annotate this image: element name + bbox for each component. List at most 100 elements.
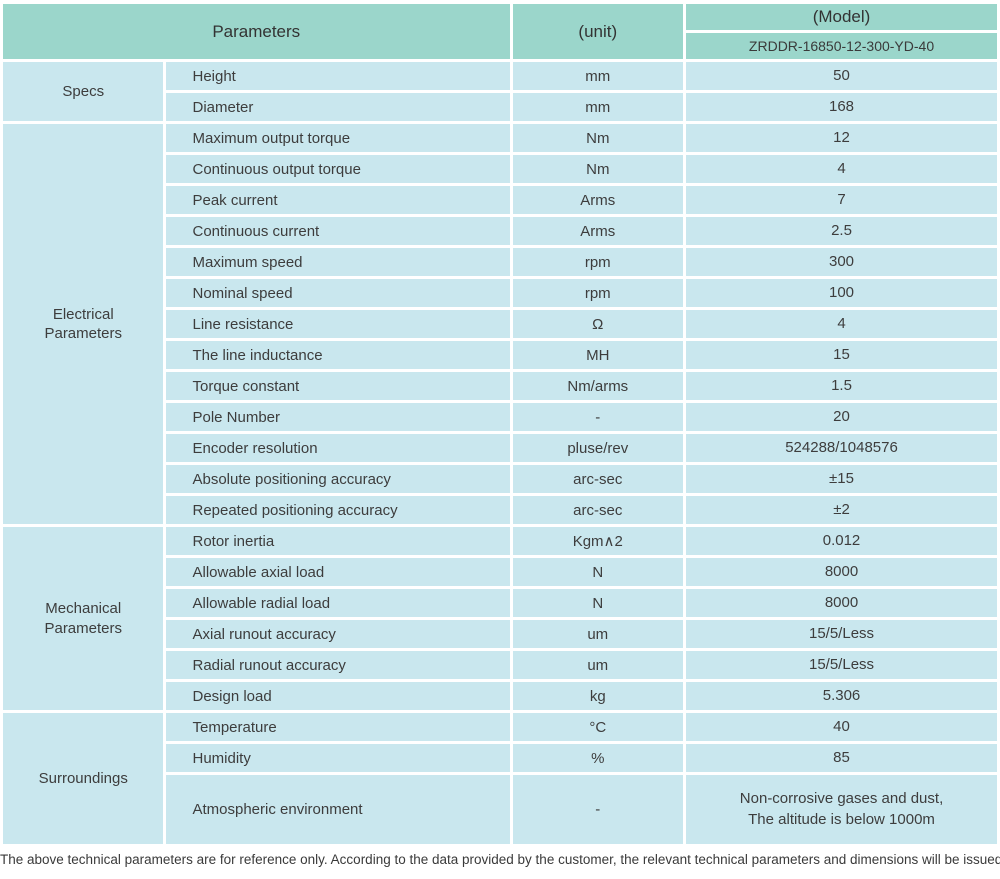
table-row: Electrical Parameters Maximum output torq…: [3, 124, 997, 524]
parameter-value: ±15: [686, 465, 997, 493]
table-row: Radial runout accuracy um 15/5/Less: [3, 651, 997, 679]
table-row: The line inductance MH 15: [3, 341, 997, 369]
table-row: Diameter mm 168: [3, 93, 997, 121]
parameter-name: Height: [166, 62, 510, 90]
parameter-value: 7: [686, 186, 997, 214]
table-row: Allowable axial load N 8000: [3, 558, 997, 586]
parameter-value: 4: [686, 310, 997, 338]
parameter-name: Encoder resolution: [166, 434, 510, 462]
parameter-name: Temperature: [166, 713, 510, 741]
parameter-unit: °C: [512, 713, 684, 741]
parameter-name: Nominal speed: [166, 279, 510, 307]
table-row: Nominal speed rpm 100: [3, 279, 997, 307]
parameters-table: Parameters (unit) (Model) ZRDDR-16850-12…: [0, 1, 1000, 847]
parameter-name: Torque constant: [166, 372, 510, 400]
table-row: Humidity% 85: [3, 744, 997, 772]
parameter-name: Absolute positioning accuracy: [166, 465, 510, 493]
parameter-name: Allowable axial load: [166, 558, 510, 586]
parameter-value: 100: [686, 279, 997, 307]
parameter-unit: um: [512, 620, 684, 648]
parameter-value: 4: [686, 155, 997, 183]
parameter-name: Axial runout accuracy: [166, 620, 510, 648]
table-row: Continuous output torque Nm 4: [3, 155, 997, 183]
parameter-unit: Arms: [512, 217, 684, 245]
section-group-label: Mechanical Parameters: [3, 527, 164, 710]
parameter-value: 1.5: [686, 372, 997, 400]
table-row: Encoder resolution pluse/rev 524288/104857…: [3, 434, 997, 462]
parameter-value: 85: [686, 744, 997, 772]
model-column-header: (Model): [686, 4, 997, 30]
parameter-unit: mm: [512, 93, 684, 121]
parameter-unit: -: [512, 775, 684, 844]
parameter-name: Continuous output torque: [166, 155, 510, 183]
parameter-unit: arc-sec: [512, 496, 684, 524]
parameter-value: 12: [686, 124, 997, 152]
table-row: Design load kg 5.306: [3, 682, 997, 710]
parameter-name: Design load: [166, 682, 510, 710]
parameter-name: The line inductance: [166, 341, 510, 369]
parameter-unit: MH: [512, 341, 684, 369]
table-row: Specs Height mm 50: [3, 62, 997, 121]
parameter-value: 0.012: [686, 527, 997, 555]
parameter-unit: Nm/arms: [512, 372, 684, 400]
parameter-value: 15/5/Less: [686, 620, 997, 648]
table-row: Allowable radial load N 8000: [3, 589, 997, 617]
table-row: Pole Number -20: [3, 403, 997, 431]
parameter-name: Pole Number: [166, 403, 510, 431]
parameter-value: 300: [686, 248, 997, 276]
parameter-value: 524288/1048576: [686, 434, 997, 462]
parameter-value: 2.5: [686, 217, 997, 245]
parameter-value: 50: [686, 62, 997, 90]
parameter-name: Peak current: [166, 186, 510, 214]
table-row: Atmospheric environment - Non-corrosive ga…: [3, 775, 997, 844]
parameter-unit: um: [512, 651, 684, 679]
model-number: ZRDDR-16850-12-300-YD-40: [686, 33, 997, 59]
parameter-unit: -: [512, 403, 684, 431]
parameter-value: 20: [686, 403, 997, 431]
parameter-name: Maximum speed: [166, 248, 510, 276]
parameter-value: 40: [686, 713, 997, 741]
table-row: Torque constant Nm/arms 1.5: [3, 372, 997, 400]
parameter-unit: kg: [512, 682, 684, 710]
table-row: Peak current Arms 7: [3, 186, 997, 214]
section-group-label: Surroundings: [3, 713, 164, 844]
parameter-unit: arc-sec: [512, 465, 684, 493]
table-row: Mechanical Parameters Rotor inertia Kgm∧2 0…: [3, 527, 997, 710]
parameter-unit: rpm: [512, 248, 684, 276]
parameter-name: Atmospheric environment: [166, 775, 510, 844]
parameter-unit: N: [512, 589, 684, 617]
parameter-unit: Nm: [512, 124, 684, 152]
parameter-unit: pluse/rev: [512, 434, 684, 462]
parameter-name: Humidity: [166, 744, 510, 772]
parameter-name: Maximum output torque: [166, 124, 510, 152]
parameter-name: Rotor inertia: [166, 527, 510, 555]
parameter-value: 15/5/Less: [686, 651, 997, 679]
parameter-unit: Ω: [512, 310, 684, 338]
parameter-name: Diameter: [166, 93, 510, 121]
section-group-label: Electrical Parameters: [3, 124, 164, 524]
parameter-value: 8000: [686, 589, 997, 617]
parameter-value: 168: [686, 93, 997, 121]
parameter-unit: rpm: [512, 279, 684, 307]
parameter-name: Allowable radial load: [166, 589, 510, 617]
parameter-value: Non-corrosive gases and dust, The altitu…: [686, 775, 997, 844]
parameter-value: 8000: [686, 558, 997, 586]
table-row: Surroundings Temperature °C 40: [3, 713, 997, 844]
footer-disclaimer: The above technical parameters are for r…: [0, 852, 1000, 867]
parameter-unit: Arms: [512, 186, 684, 214]
parameter-name: Repeated positioning accuracy: [166, 496, 510, 524]
parameter-unit: mm: [512, 62, 684, 90]
table-row: Axial runout accuracy um 15/5/Less: [3, 620, 997, 648]
parameters-column-header: Parameters: [3, 4, 510, 59]
table-row: Absolute positioning accuracy arc-sec ±15: [3, 465, 997, 493]
parameter-value: ±2: [686, 496, 997, 524]
parameter-unit: Nm: [512, 155, 684, 183]
table-row: Line resistance Ω 4: [3, 310, 997, 338]
unit-column-header: (unit): [512, 4, 684, 59]
section-group-label: Specs: [3, 62, 164, 121]
parameter-name: Continuous current: [166, 217, 510, 245]
parameter-name: Line resistance: [166, 310, 510, 338]
parameter-unit: Kgm∧2: [512, 527, 684, 555]
parameter-value: 5.306: [686, 682, 997, 710]
